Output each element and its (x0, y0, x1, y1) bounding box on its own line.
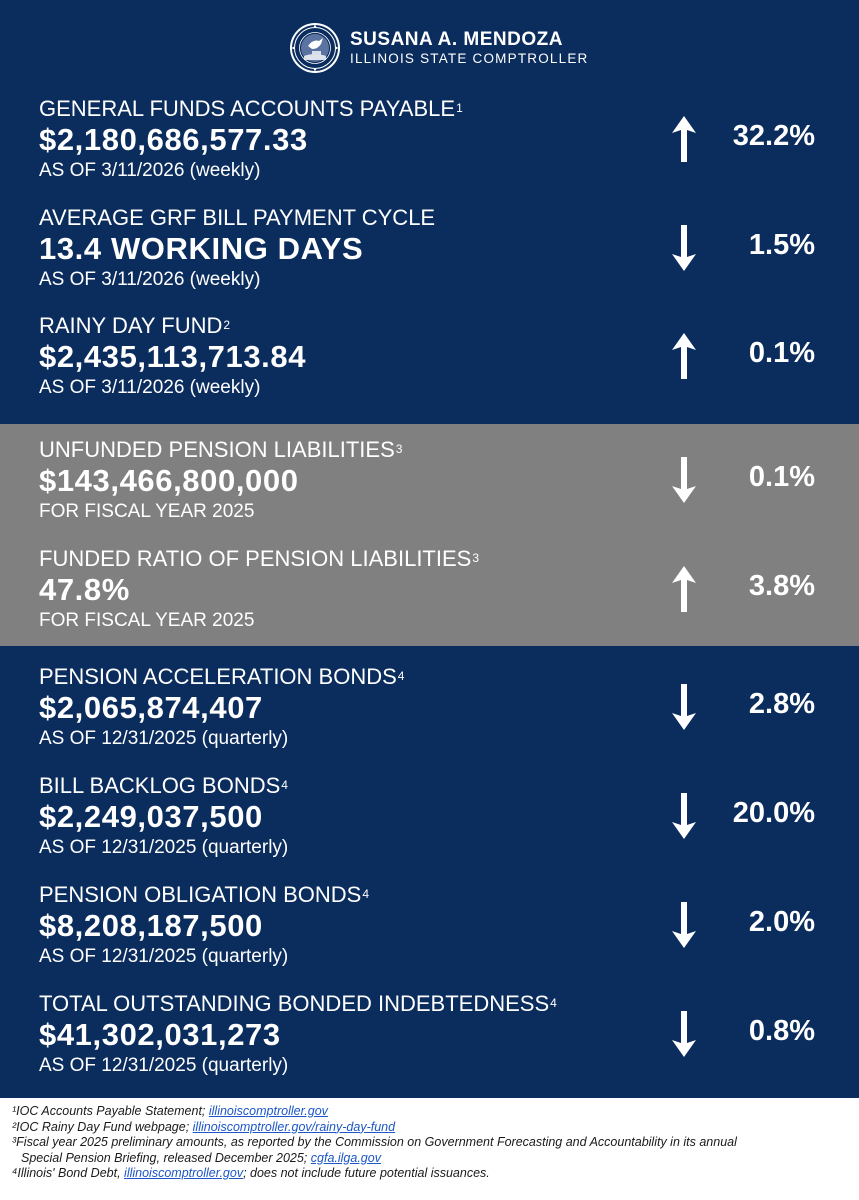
metric-as-of: AS OF 12/31/2025 (quarterly) (39, 946, 289, 967)
arrow-down-icon (672, 684, 696, 730)
metric-value: 47.8% (39, 572, 130, 607)
metric-value: $41,302,031,273 (39, 1017, 281, 1052)
comptroller-header: SUSANA A. MENDOZA ILLINOIS STATE COMPTRO… (289, 20, 589, 76)
footnotes: ¹IOC Accounts Payable Statement; illinoi… (0, 1098, 859, 1200)
metric-change: 2.8% (748, 688, 815, 720)
footnote-3-continued: Special Pension Briefing, released Decem… (21, 1150, 381, 1165)
metric-acceleration-bonds: PENSION ACCELERATION BONDS4 $2,065,874,4… (39, 663, 839, 767)
arrow-down-icon (672, 1011, 696, 1057)
arrow-down-icon (672, 225, 696, 271)
metric-label: BILL BACKLOG BONDS4 (39, 773, 288, 798)
metric-as-of: AS OF 12/31/2025 (quarterly) (39, 728, 289, 749)
footnote-1-link[interactable]: illinoiscomptroller.gov (208, 1104, 328, 1118)
metric-change: 3.8% (748, 570, 815, 602)
metric-value: $2,180,686,577.33 (39, 122, 308, 157)
metric-label: TOTAL OUTSTANDING BONDED INDEBTEDNESS4 (39, 991, 557, 1016)
metric-label: FUNDED RATIO OF PENSION LIABILITIES3 (39, 546, 480, 571)
metric-change: 20.0% (732, 797, 815, 829)
metric-bonded-indebtedness: TOTAL OUTSTANDING BONDED INDEBTEDNESS4 $… (39, 990, 839, 1094)
metric-funded-ratio: FUNDED RATIO OF PENSION LIABILITIES3 47.… (39, 545, 839, 649)
metric-label: AVERAGE GRF BILL PAYMENT CYCLE (39, 205, 436, 230)
footnote-1: ¹IOC Accounts Payable Statement; illinoi… (12, 1104, 328, 1118)
footnote-4-link[interactable]: illinoiscomptroller.gov (124, 1166, 244, 1180)
arrow-up-icon (672, 333, 696, 379)
metric-as-of: AS OF 3/11/2026 (weekly) (39, 160, 261, 181)
footnote-2: ²IOC Rainy Day Fund webpage; illinoiscom… (12, 1119, 396, 1134)
footnote-3: ³Fiscal year 2025 preliminary amounts, a… (12, 1135, 737, 1149)
metric-unfunded-pension: UNFUNDED PENSION LIABILITIES3 $143,466,8… (39, 436, 839, 540)
metric-as-of: AS OF 3/11/2026 (weekly) (39, 377, 261, 398)
arrow-up-icon (672, 566, 696, 612)
metric-as-of: FOR FISCAL YEAR 2025 (39, 610, 255, 631)
metric-as-of: FOR FISCAL YEAR 2025 (39, 501, 255, 522)
metric-change: 2.0% (748, 906, 815, 938)
metric-label: PENSION OBLIGATION BONDS4 (39, 882, 370, 907)
arrow-down-icon (672, 793, 696, 839)
metric-label: PENSION ACCELERATION BONDS4 (39, 664, 405, 689)
metric-value: $143,466,800,000 (39, 463, 299, 498)
metric-backlog-bonds: BILL BACKLOG BONDS4 $2,249,037,500 AS OF… (39, 772, 839, 876)
metric-payment-cycle: AVERAGE GRF BILL PAYMENT CYCLE 13.4 WORK… (39, 204, 839, 308)
metric-as-of: AS OF 12/31/2025 (quarterly) (39, 1055, 289, 1076)
arrow-down-icon (672, 457, 696, 503)
metric-change: 32.2% (732, 120, 815, 152)
metric-as-of: AS OF 12/31/2025 (quarterly) (39, 837, 289, 858)
metric-change: 0.1% (748, 461, 815, 493)
arrow-up-icon (672, 116, 696, 162)
state-seal-icon (290, 23, 340, 73)
metric-accounts-payable: GENERAL FUNDS ACCOUNTS PAYABLE1 $2,180,6… (39, 95, 839, 199)
metric-value: $2,435,113,713.84 (39, 339, 307, 374)
metric-change: 1.5% (748, 229, 815, 261)
metric-value: $8,208,187,500 (39, 908, 263, 943)
metric-change: 0.8% (748, 1015, 815, 1047)
metric-value: $2,249,037,500 (39, 799, 263, 834)
metric-as-of: AS OF 3/11/2026 (weekly) (39, 269, 261, 290)
weekly-section (0, 0, 859, 424)
arrow-down-icon (672, 902, 696, 948)
comptroller-title: ILLINOIS STATE COMPTROLLER (350, 51, 589, 66)
comptroller-name: SUSANA A. MENDOZA (350, 29, 563, 50)
pension-section (0, 424, 859, 646)
footnote-2-link[interactable]: illinoiscomptroller.gov/rainy-day-fund (192, 1119, 396, 1134)
metric-value: $2,065,874,407 (39, 690, 263, 725)
metric-change: 0.1% (748, 337, 815, 369)
metric-label: GENERAL FUNDS ACCOUNTS PAYABLE1 (39, 96, 463, 121)
metric-label: UNFUNDED PENSION LIABILITIES3 (39, 437, 403, 462)
metric-rainy-day-fund: RAINY DAY FUND2 $2,435,113,713.84 AS OF … (39, 312, 839, 416)
metric-obligation-bonds: PENSION OBLIGATION BONDS4 $8,208,187,500… (39, 881, 839, 985)
metric-label: RAINY DAY FUND2 (39, 313, 231, 338)
footnote-4: ⁴Illinois' Bond Debt, illinoiscomptrolle… (12, 1166, 490, 1180)
bonds-section (0, 646, 859, 1098)
metric-value: 13.4 WORKING DAYS (39, 231, 364, 266)
footnote-3-link[interactable]: cgfa.ilga.gov (310, 1150, 381, 1165)
